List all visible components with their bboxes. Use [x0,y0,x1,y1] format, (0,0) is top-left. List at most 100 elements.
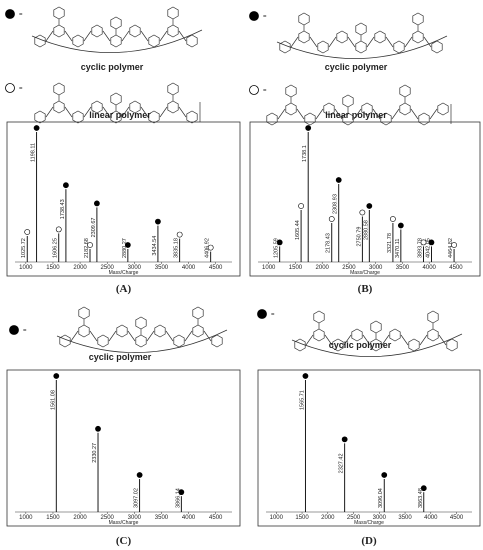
peak-label: 1025.72 [21,238,27,258]
peak-label: 3835.18 [174,238,180,258]
peak-marker [390,216,396,222]
benzene-ring [380,112,392,126]
benzene-ring [437,102,449,116]
benzene-ring [72,110,84,124]
x-tick-label: 2500 [101,515,115,521]
benzene-ring [399,102,411,116]
benzene-ring [342,112,354,126]
x-tick-label: 2000 [321,515,335,521]
x-tick-label: 2000 [73,265,87,271]
plot-frame [6,121,241,277]
benzene-ring [110,16,122,30]
panel-label: (C) [116,535,132,547]
peak-label: 3866.14 [175,488,181,508]
peak-marker [95,425,101,432]
peak-label: 3096.04 [378,488,384,508]
bond [353,108,362,120]
peak-label: 4464.82 [448,238,454,258]
bond [89,330,98,342]
bond [102,30,111,42]
x-tick-label: 3000 [128,265,142,271]
bond [385,36,394,48]
peak-marker [55,226,62,233]
bond [178,106,187,118]
peak-marker [136,472,143,478]
benzene-ring [116,324,128,338]
x-tick-label: 2000 [316,265,330,271]
benzene-ring [72,34,84,48]
peak-marker [305,125,312,131]
benzene-ring [279,40,291,54]
benzene-ring [399,84,411,98]
x-tick-label: 4500 [449,265,463,271]
x-tick-label: 1500 [46,515,60,521]
benzene-ring [148,110,160,124]
plot-frame [6,369,241,527]
x-tick-label: 1000 [270,515,284,521]
peak-marker [63,182,69,189]
benzene-ring [336,30,348,44]
bond [305,334,314,346]
x-tick-label: 2500 [342,265,356,271]
benzene-ring [154,324,166,338]
benzene-ring [192,306,204,320]
benzene-ring [342,94,354,108]
peak-label: 2308.93 [333,194,339,214]
panel-label: (D) [361,535,377,547]
panel-label: (B) [358,283,373,295]
bond [165,330,174,342]
peak-label: 2178.43 [326,233,332,253]
x-tick-label: 3500 [155,515,169,521]
benzene-ring [110,92,122,106]
benzene-ring [355,40,367,54]
x-tick-label: 1000 [19,265,33,271]
benzene-ring [97,334,109,348]
bond [429,108,438,120]
benzene-ring [91,24,103,38]
peak-label: 3434.54 [152,236,158,256]
bond [184,330,193,342]
x-axis-label: Mass/Charge [109,270,139,276]
benzene-ring [427,310,439,324]
benzene-ring [285,84,297,98]
legend-label: linear polymer [89,110,151,120]
benzene-ring [34,110,46,124]
bond [362,334,371,346]
bond [83,30,92,42]
x-tick-label: 3500 [155,265,169,271]
legend-label: linear polymer [325,110,387,120]
benzene-ring [393,40,405,54]
benzene-ring [412,12,424,26]
x-tick-label: 1500 [295,515,309,521]
peak-label: 1565.71 [299,390,305,410]
peak-label: 2327.42 [339,453,345,473]
peak-marker [176,231,183,238]
ring-closure [31,29,203,53]
legend-label: cyclic polymer [329,340,392,350]
bond [102,106,111,118]
legend-equals: = [263,14,267,20]
x-axis-label: Mass/Charge [109,520,139,526]
peak-marker [359,209,366,216]
benzene-ring [294,338,306,352]
x-tick-label: 2000 [73,515,87,521]
x-tick-label: 2500 [101,265,115,271]
peak-marker [302,373,309,379]
peak-label: 2880.58 [363,220,369,240]
bond [438,334,447,346]
bond [334,108,343,120]
x-tick-label: 4000 [424,515,438,521]
benzene-ring [148,34,160,48]
benzene-ring [323,102,335,116]
peak-label: 2330.27 [92,443,98,463]
peak-label: 3863.48 [418,488,424,508]
peak-marker [87,242,93,248]
benzene-ring [91,100,103,114]
x-tick-label: 4000 [182,265,196,271]
x-tick-label: 1500 [289,265,303,271]
bond [400,334,409,346]
benzene-ring [110,110,122,124]
peak-marker [53,373,60,379]
benzene-ring [110,34,122,48]
peak-marker [33,125,40,131]
